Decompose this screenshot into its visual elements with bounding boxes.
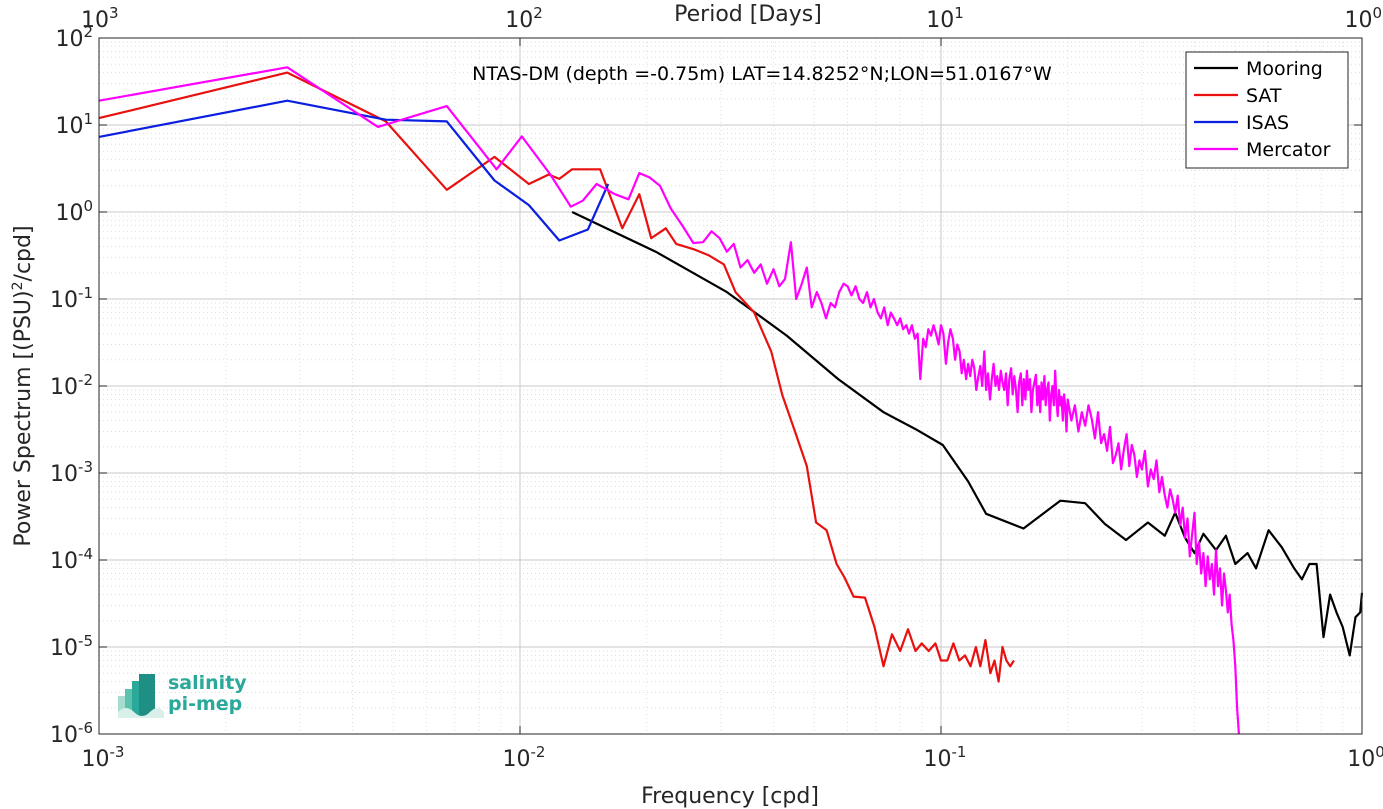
y-tick-label: 102	[55, 23, 93, 52]
x-tick-label: 10-3	[82, 743, 125, 772]
legend: Mooring SAT ISAS Mercator	[1185, 51, 1349, 169]
x-axis-label: Frequency [cpd]	[641, 784, 819, 809]
y-tick-label: 10-2	[50, 371, 93, 400]
x-tick-label: 10-2	[503, 743, 546, 772]
legend-label-mooring: Mooring	[1246, 58, 1323, 80]
y-tick-label: 10-6	[50, 719, 93, 748]
top-tick-label: 100	[1344, 4, 1382, 33]
y-tick-label: 10-4	[50, 545, 93, 574]
chart-title: NTAS-DM (depth =-0.75m) LAT=14.8252°N;LO…	[472, 63, 1052, 85]
logo-mark-icon	[118, 674, 164, 718]
y-axis-label-tail: /cpd]	[11, 225, 36, 281]
legend-label-mercator: Mercator	[1246, 139, 1331, 161]
logo-text-salinity: salinity	[168, 672, 247, 694]
x-tick-label: 10-1	[924, 743, 967, 772]
logo-text-pi-mep: pi-mep	[168, 693, 243, 715]
series-line-mercator	[98, 66, 1240, 735]
series-line-mooring	[571, 211, 1364, 657]
y-axis-label-main: Power Spectrum [(PSU)	[11, 290, 36, 546]
y-tick-label: 10-5	[50, 632, 93, 661]
series-lines	[98, 66, 1364, 735]
y-tick-label: 10-3	[50, 458, 93, 487]
top-axis-label: Period [Days]	[674, 2, 822, 27]
y-tick-label: 10-1	[50, 284, 93, 313]
y-axis-label-sup: 2	[10, 281, 26, 290]
top-tick-label: 101	[926, 4, 964, 33]
series-line-sat	[98, 71, 1015, 683]
top-tick-label: 102	[505, 4, 543, 33]
y-axis-label: Power Spectrum [(PSU)2/cpd]	[10, 225, 36, 546]
salinity-pi-mep-logo: salinity pi-mep	[116, 672, 256, 724]
grid	[98, 38, 1362, 735]
y-tick-label: 101	[55, 110, 93, 139]
x-tick-label: 100	[1347, 743, 1383, 772]
legend-label-isas: ISAS	[1246, 112, 1289, 134]
series-line-isas	[98, 99, 610, 242]
legend-label-sat: SAT	[1246, 85, 1282, 107]
y-tick-label: 100	[55, 197, 93, 226]
top-tick-label: 103	[81, 4, 119, 33]
